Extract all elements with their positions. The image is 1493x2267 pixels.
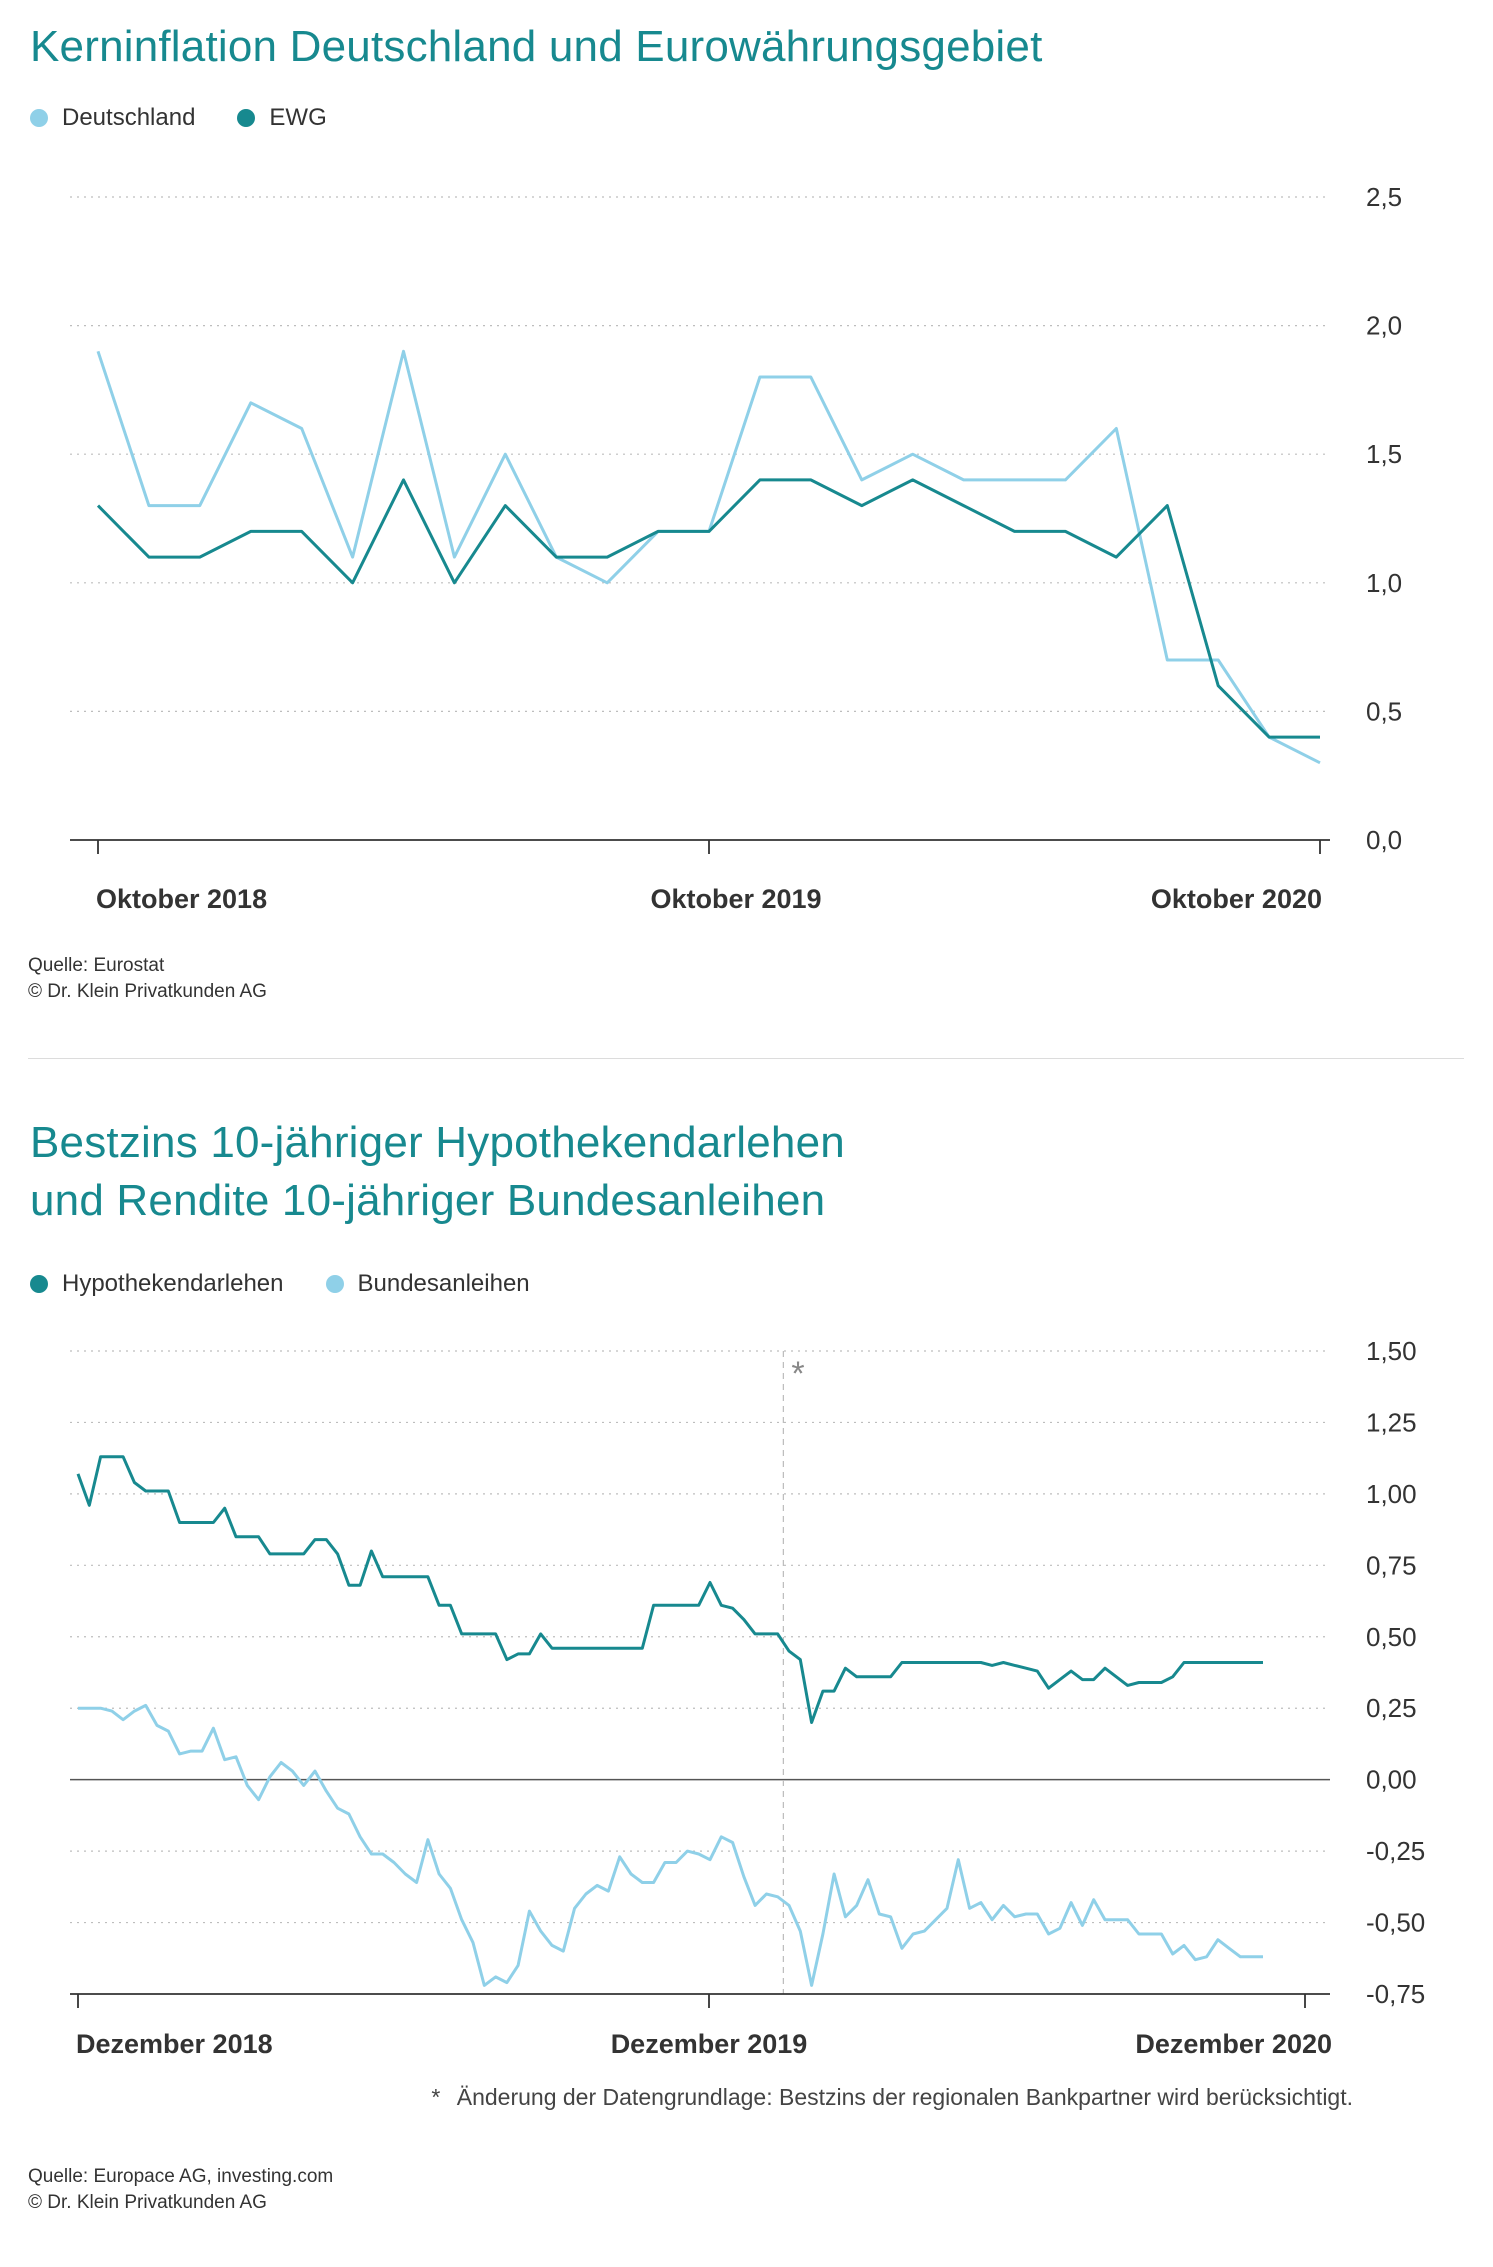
x-tick-label-oktober-2020: Oktober 2020 [1151,884,1322,914]
chart2-x-tick-labels: Dezember 2018 Dezember 2019 Dezember 2020 [76,2029,1332,2059]
legend-dot-ewg-icon [237,109,256,127]
x-tick-label-oktober-2019: Oktober 2019 [650,884,821,914]
chart1-legend: Deutschland EWG [30,104,327,132]
y-tick-label-0-75: -0,75 [1366,1979,1425,2009]
y-tick-label-0-00: 0,00 [1366,1765,1417,1795]
y-tick-label-0-25: 0,25 [1366,1693,1417,1723]
chart1-title: Kerninflation Deutschland und Eurowährun… [30,22,1043,71]
series-line-hypothekendarlehen [76,1455,1263,1724]
legend-dot-deutschland-icon [30,109,48,127]
annotation-asterisk: * [791,1355,804,1393]
footnote-asterisk: * [431,2084,441,2110]
y-tick-label-0-75: 0,75 [1366,1550,1417,1580]
chart2-source: Quelle: Europace AG, investing.com © Dr.… [28,2164,333,2216]
x-tick-label-dezember-2019: Dezember 2019 [611,2029,808,2059]
chart2-y-tick-labels: -0,75 -0,50 -0,25 0,00 0,25 0,50 0,75 1,00 1,25 1… [1366,1336,1425,2009]
series-line-ewg [96,478,1320,739]
y-tick-label-2-0: 2,0 [1366,311,1402,341]
chart1-series [96,349,1321,765]
y-tick-label-1-0: 1,0 [1366,568,1402,598]
legend-item-deutschland[interactable]: Deutschland [30,104,195,132]
legend-item-bundesanleihen[interactable]: Bundesanleihen [325,1270,530,1298]
chart1-x-tick-labels: Oktober 2018 Oktober 2019 Oktober 2020 [96,884,1322,914]
chart2-source-line: Quelle: Europace AG, investing.com [28,2166,334,2187]
x-tick-label-dezember-2020: Dezember 2020 [1135,2029,1332,2059]
legend-label-bundesanleihen: Bundesanleihen [357,1270,530,1297]
chart1-y-tick-labels: 0,0 0,5 1,0 1,5 2,0 2,5 [1366,182,1402,855]
chart1-source-line: Quelle: Eurostat [28,955,165,976]
legend-dot-bundesanleihen-icon [325,1275,344,1293]
legend-label-ewg: EWG [269,104,327,131]
y-tick-label-1-5: 1,5 [1366,439,1402,469]
x-tick-label-oktober-2018: Oktober 2018 [96,884,267,914]
legend-label-deutschland: Deutschland [62,104,196,131]
chart2-footnote: * Änderung der Datengrundlage: Bestzins … [431,2084,1353,2111]
section-divider [28,1058,1464,1059]
chart2-series [76,1455,1263,1987]
legend-label-hypothekendarlehen: Hypothekendarlehen [62,1270,284,1297]
chart2-grid [70,1350,1330,1924]
chart1-plot: 0,00,51,01,52,02,5 Oktober 2018 Oktober 2… [70,182,1402,914]
legend-dot-hypothekendarlehen-icon [30,1275,48,1293]
chart2-title-line1: Bestzins 10-jähriger Hypothekendarlehen [30,1118,845,1167]
chart2-copyright: © Dr. Klein Privatkunden AG [28,2192,267,2213]
series-line-bundesanleihen [78,1703,1263,1987]
chart2-legend: Hypothekendarlehen Bundesanleihen [30,1270,530,1298]
y-tick-label-1-50: 1,50 [1366,1336,1417,1366]
y-tick-label-0-5: 0,5 [1366,696,1402,726]
y-tick-label-0-50: 0,50 [1366,1622,1417,1652]
legend-item-ewg[interactable]: EWG [237,104,327,132]
chart1-grid [70,196,1330,713]
y-tick-label-0-25: -0,25 [1366,1836,1425,1866]
chart2-annotation: * [782,1351,805,1994]
y-tick-label-0-0: 0,0 [1366,825,1402,855]
chart2-plot: * -0,75 -0,50 -0,25 0,00 0,25 0,50 0,75 1,00 1,2… [70,1336,1425,2059]
chart2-title-line2: und Rendite 10-jähriger Bundesanleihen [30,1176,826,1225]
footnote-text: Änderung der Datengrundlage: Bestzins de… [456,2084,1353,2110]
y-tick-label-1-25: 1,25 [1366,1407,1417,1437]
chart1-source: Quelle: Eurostat © Dr. Klein Privatkunde… [28,953,267,1005]
chart1-copyright: © Dr. Klein Privatkunden AG [28,981,267,1002]
x-tick-label-dezember-2018: Dezember 2018 [76,2029,273,2059]
y-tick-label-0-50: -0,50 [1366,1908,1425,1938]
y-tick-label-2-5: 2,5 [1366,182,1402,212]
chart2-title: Bestzins 10-jähriger Hypothekendarlehen … [30,1114,845,1230]
legend-item-hypothekendarlehen[interactable]: Hypothekendarlehen [30,1270,284,1298]
y-tick-label-1-00: 1,00 [1366,1479,1417,1509]
chart2-x-axis [70,1993,1330,2008]
chart1-x-axis [70,839,1330,854]
